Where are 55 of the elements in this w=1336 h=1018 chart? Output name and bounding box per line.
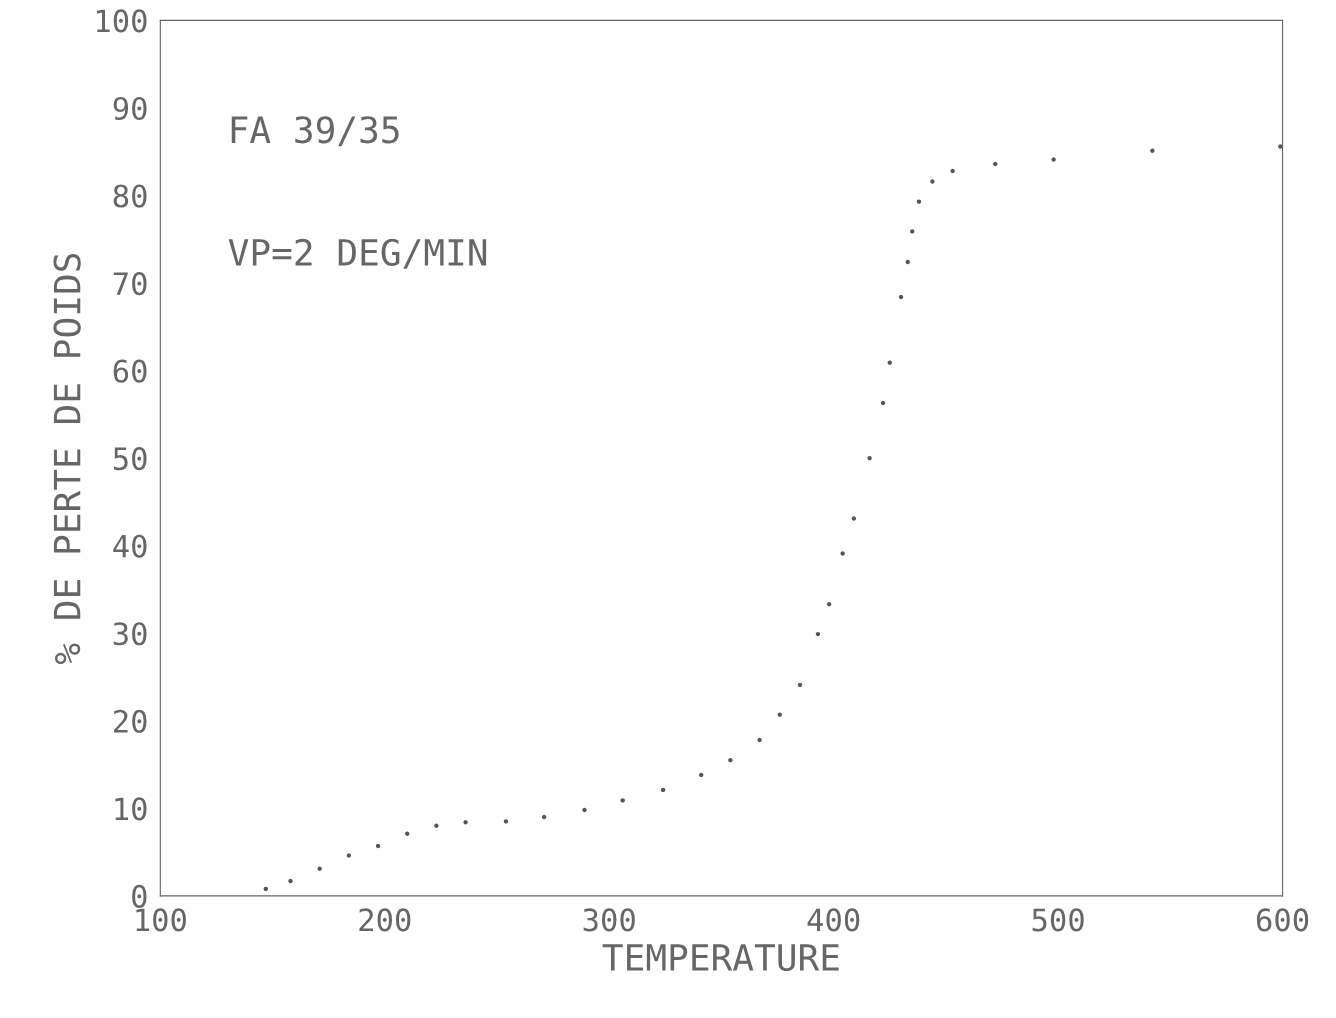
point [1150, 148, 1155, 153]
point [375, 843, 381, 849]
annotation: FA 39/35 [231, 116, 399, 147]
y-tick-label: 20 [113, 709, 147, 733]
point [815, 631, 821, 637]
x-tick-label: 200 [359, 908, 411, 932]
point [434, 823, 439, 828]
point [867, 455, 872, 461]
point [797, 682, 803, 688]
x-tick-label: 600 [1256, 908, 1309, 932]
point [916, 199, 922, 204]
point [660, 787, 666, 793]
point [1278, 144, 1283, 149]
point [463, 820, 468, 825]
x-tick-label: 100 [136, 908, 186, 932]
y-tick-label: 30 [113, 622, 147, 646]
point [541, 814, 547, 820]
point [699, 772, 704, 778]
point [851, 516, 857, 521]
point [582, 807, 587, 813]
y-tick-label: 0 [132, 884, 147, 908]
point [880, 400, 886, 406]
point [503, 819, 509, 824]
point [288, 878, 293, 884]
point [826, 602, 832, 607]
point [620, 798, 625, 803]
y-tick-label: 100 [97, 9, 147, 33]
point [898, 294, 904, 300]
point [757, 737, 762, 743]
x-axis-title: TEMPERATURE [602, 944, 839, 972]
y-tick-label: 40 [113, 534, 147, 558]
y-tick-label: 90 [113, 96, 147, 121]
x-tick-label: 400 [807, 908, 860, 932]
y-tick-label: 50 [113, 447, 147, 471]
point [905, 259, 910, 265]
point [887, 360, 892, 365]
point [728, 757, 733, 763]
point [930, 179, 935, 184]
point [950, 168, 955, 174]
y-tick-label: 70 [113, 272, 147, 296]
y-tick-label: 10 [115, 797, 147, 821]
point [263, 886, 269, 892]
point [840, 551, 845, 556]
annotation: VP=2 DEG/MIN [228, 238, 487, 269]
point [1051, 157, 1056, 162]
point [346, 853, 352, 858]
y-axis-title: % DE PERTE DE POIDS [53, 253, 81, 665]
y-tick-label: 60 [113, 359, 147, 383]
point [405, 831, 410, 836]
x-tick-label: 300 [583, 908, 635, 932]
point [777, 712, 782, 717]
x-tick-label: 500 [1032, 908, 1084, 932]
y-tick-label: 80 [113, 184, 147, 208]
point [910, 229, 915, 234]
point [993, 161, 998, 167]
